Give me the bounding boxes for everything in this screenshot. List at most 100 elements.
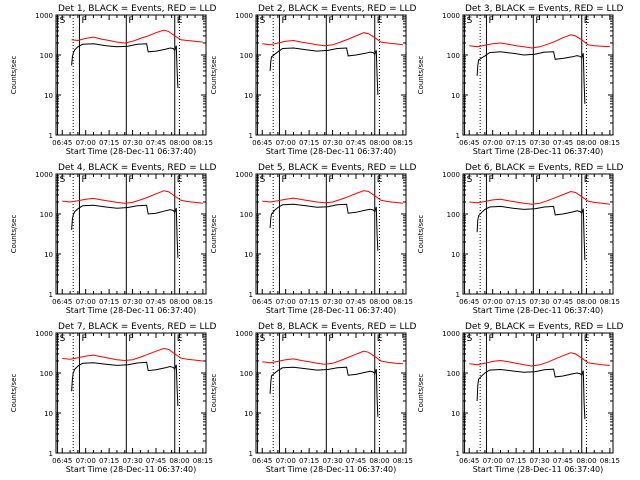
flag-label: F <box>328 334 333 344</box>
flag-label: S <box>60 175 66 185</box>
x-tick-label: 07:45 <box>553 457 573 465</box>
flag-label: F <box>81 175 86 185</box>
flag-label: F <box>128 334 133 344</box>
y-axis-label: Counts/sec <box>210 374 218 413</box>
x-tick-label: 07:00 <box>276 139 296 147</box>
series-line-lld <box>469 190 610 205</box>
x-axis-label: Start Time (28-Dec-11 06:37:40) <box>266 147 397 156</box>
x-tick-label: 07:00 <box>483 457 503 465</box>
x-tick-label: 06:45 <box>252 298 272 306</box>
x-tick-label: 08:15 <box>600 457 620 465</box>
x-axis-label: Start Time (28-Dec-11 06:37:40) <box>473 147 604 156</box>
series-line-events <box>71 43 179 89</box>
y-axis-label: Counts/sec <box>210 56 218 95</box>
x-tick-label: 08:15 <box>393 457 413 465</box>
y-tick-label: 100 <box>447 370 460 378</box>
flag-label: F <box>328 16 333 26</box>
y-tick-label: 1000 <box>235 171 253 179</box>
y-tick-label: 1000 <box>235 330 253 338</box>
plot-frame <box>462 173 614 295</box>
x-tick-label: 07:00 <box>76 457 96 465</box>
panel-title: Det 2, BLACK = Events, RED = LLD <box>258 4 417 14</box>
flag-label: S <box>260 334 266 344</box>
plot-frame <box>462 14 614 136</box>
x-tick-label: 06:45 <box>459 139 479 147</box>
detector-panel-4: Det 4, BLACK = Events, RED = LLD Counts/s… <box>10 163 217 315</box>
panel-title: Det 1, BLACK = Events, RED = LLD <box>58 4 217 14</box>
flag-label: S <box>60 334 66 344</box>
detector-panel-6: Det 6, BLACK = Events, RED = LLD Counts/s… <box>417 163 624 315</box>
y-axis-label: Counts/sec <box>417 215 425 254</box>
y-tick-label: 1 <box>249 450 253 458</box>
series-line-lld <box>469 352 610 367</box>
x-tick-label: 07:15 <box>299 139 319 147</box>
panel-title: Det 7, BLACK = Events, RED = LLD <box>58 322 217 332</box>
x-tick-label: 07:30 <box>122 457 142 465</box>
x-tick-label: 07:45 <box>346 457 366 465</box>
series-line-events <box>269 47 379 96</box>
x-tick-label: 07:15 <box>506 139 526 147</box>
y-tick-label: 1 <box>49 291 53 299</box>
flag-label: S <box>467 16 473 26</box>
flag-label: F <box>535 16 540 26</box>
x-tick-label: 08:00 <box>169 139 189 147</box>
x-tick-label: 07:15 <box>99 457 119 465</box>
x-tick-label: 06:45 <box>52 298 72 306</box>
y-tick-label: 100 <box>240 52 253 60</box>
x-tick-label: 07:15 <box>99 298 119 306</box>
y-tick-label: 1 <box>49 132 53 140</box>
detector-panel-2: Det 2, BLACK = Events, RED = LLD Counts/s… <box>210 4 417 156</box>
y-tick-label: 10 <box>244 410 253 418</box>
x-axis-label: Start Time (28-Dec-11 06:37:40) <box>66 147 197 156</box>
detector-panel-1: Det 1, BLACK = Events, RED = LLD Counts/s… <box>10 4 217 156</box>
flag-label: F <box>128 175 133 185</box>
flag-label: F <box>128 16 133 26</box>
y-axis-label: Counts/sec <box>417 374 425 413</box>
plot-frame <box>55 332 207 454</box>
detector-panel-3: Det 3, BLACK = Events, RED = LLD Counts/s… <box>417 4 624 156</box>
y-tick-label: 10 <box>451 410 460 418</box>
flag-label: S <box>467 334 473 344</box>
series-line-events <box>476 205 586 261</box>
x-tick-label: 07:45 <box>553 139 573 147</box>
x-tick-label: 07:00 <box>483 139 503 147</box>
y-tick-label: 10 <box>44 92 53 100</box>
series-line-events <box>269 203 379 251</box>
x-tick-label: 07:15 <box>506 457 526 465</box>
series-line-lld <box>262 190 403 204</box>
x-tick-label: 07:00 <box>76 298 96 306</box>
x-tick-label: 07:45 <box>146 298 166 306</box>
y-tick-label: 10 <box>244 92 253 100</box>
y-tick-label: 100 <box>447 211 460 219</box>
x-tick-label: 07:30 <box>529 139 549 147</box>
y-tick-label: 10 <box>244 251 253 259</box>
flag-label: S <box>260 175 266 185</box>
flag-label: F <box>488 16 493 26</box>
y-axis-label: Counts/sec <box>10 215 18 254</box>
plot-frame <box>55 14 207 136</box>
flag-label: F <box>488 334 493 344</box>
x-axis-label: Start Time (28-Dec-11 06:37:40) <box>473 306 604 315</box>
x-tick-label: 07:30 <box>322 298 342 306</box>
y-tick-label: 10 <box>451 92 460 100</box>
panel-title: Det 4, BLACK = Events, RED = LLD <box>58 163 217 173</box>
x-tick-label: 08:00 <box>169 457 189 465</box>
y-tick-label: 1000 <box>442 12 460 20</box>
x-axis-label: Start Time (28-Dec-11 06:37:40) <box>473 465 604 474</box>
x-tick-label: 08:15 <box>193 139 213 147</box>
x-tick-label: 07:45 <box>553 298 573 306</box>
detector-panel-7: Det 7, BLACK = Events, RED = LLD Counts/s… <box>10 322 217 474</box>
series-line-lld <box>62 347 203 362</box>
x-tick-label: 07:30 <box>529 298 549 306</box>
plot-frame <box>255 332 407 454</box>
plot-frame <box>255 173 407 295</box>
flag-label: F <box>488 175 493 185</box>
x-tick-label: 08:00 <box>369 139 389 147</box>
x-tick-label: 06:45 <box>459 457 479 465</box>
y-tick-label: 10 <box>451 251 460 259</box>
panel-title: Det 3, BLACK = Events, RED = LLD <box>465 4 624 14</box>
series-line-lld <box>62 190 203 204</box>
y-tick-label: 1000 <box>35 12 53 20</box>
x-tick-label: 07:15 <box>299 298 319 306</box>
